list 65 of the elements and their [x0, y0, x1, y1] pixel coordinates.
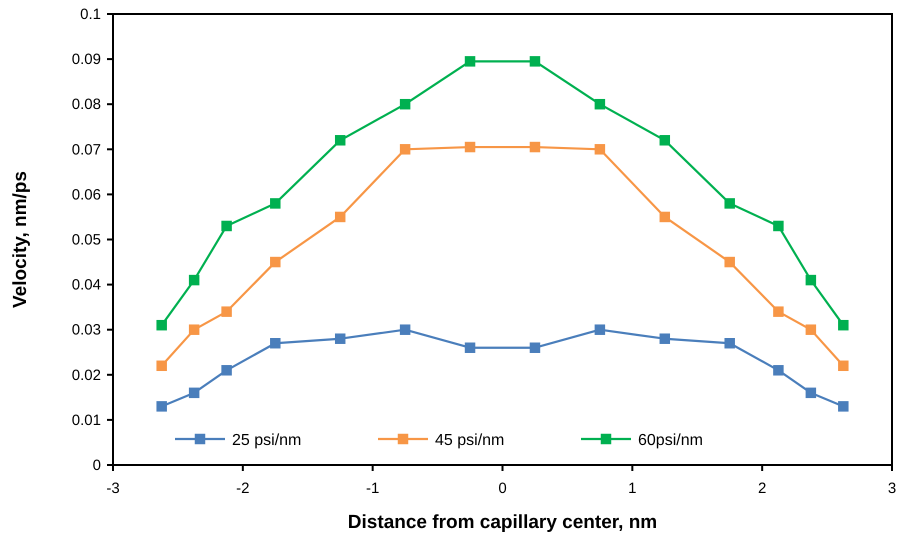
x-tick-label: 2 [758, 480, 766, 497]
point [464, 56, 476, 67]
legend-label: 25 psi/nm [232, 432, 302, 449]
point [773, 365, 784, 376]
point [530, 56, 540, 67]
point [334, 212, 346, 222]
x-tick-label: -2 [236, 480, 250, 497]
x-tick-label: 3 [888, 480, 896, 497]
point [221, 365, 232, 376]
y-tick-label: 0.06 [72, 186, 101, 204]
x-tick-label: 1 [628, 480, 637, 497]
y-tick-label: 0.09 [72, 51, 101, 68]
point [724, 198, 735, 209]
point [400, 98, 410, 110]
x-tick-label: -3 [106, 480, 120, 497]
point [156, 401, 167, 412]
point [724, 256, 735, 268]
point [838, 320, 849, 330]
point [773, 220, 784, 232]
y-tick-label: 0.1 [80, 6, 101, 23]
y-tick-label: 0.05 [72, 232, 101, 248]
point [188, 324, 200, 335]
point [221, 306, 232, 317]
point [156, 320, 167, 330]
y-tick-label: 0.08 [72, 96, 101, 114]
point [188, 274, 200, 286]
point [806, 324, 816, 335]
point [838, 360, 849, 372]
point [464, 142, 476, 152]
y-tick-label: 0.02 [72, 366, 101, 384]
x-axis-title: Distance from capillary center, nm [348, 512, 658, 533]
y-tick-label: 0.07 [72, 141, 101, 158]
point [660, 212, 670, 222]
y-tick-label: 0 [92, 457, 101, 474]
x-tick-label: 0 [498, 480, 507, 497]
point [334, 333, 346, 344]
point [773, 306, 784, 317]
point [530, 142, 540, 152]
point [464, 342, 476, 353]
point [530, 342, 540, 353]
y-tick-label: 0.03 [72, 322, 101, 339]
point [400, 324, 410, 335]
y-axis-title: Velocity, nm/ps [10, 171, 31, 308]
point [838, 401, 849, 412]
point [806, 388, 816, 398]
point [270, 338, 281, 348]
point [270, 198, 281, 209]
point [594, 144, 606, 155]
point [594, 324, 606, 335]
point [334, 135, 346, 146]
point [400, 144, 410, 155]
point [221, 220, 232, 232]
point [660, 333, 670, 344]
point [188, 388, 200, 398]
y-tick-label: 0.04 [72, 276, 101, 294]
y-tick-label: 0.01 [72, 412, 101, 429]
point [270, 256, 281, 268]
point [594, 98, 606, 110]
point [806, 274, 816, 286]
legend-label: 45 psi/nm [435, 432, 504, 449]
legend-label: 60psi/nm [638, 432, 703, 449]
point [156, 360, 167, 372]
x-tick-label: -1 [366, 480, 380, 497]
point [724, 338, 735, 348]
point [660, 135, 670, 146]
